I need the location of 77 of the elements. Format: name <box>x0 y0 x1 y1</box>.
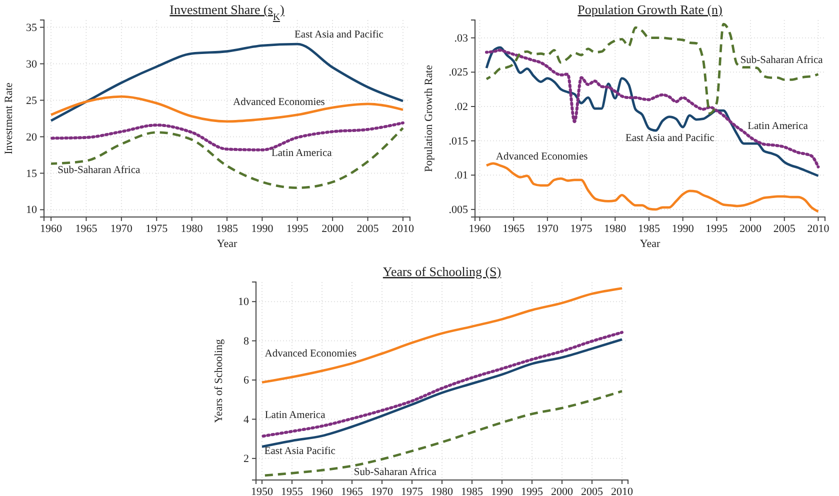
x-tick-label: 1965 <box>502 222 526 235</box>
x-tick-label: 2010 <box>611 486 634 496</box>
x-tick-label: 1970 <box>110 222 133 235</box>
series-label: Latin America <box>271 148 332 160</box>
x-tick-label: 1960 <box>311 486 334 496</box>
series-label: Sub-Saharan Africa <box>58 166 140 177</box>
x-tick-label: 2000 <box>740 222 762 235</box>
x-tick-label: 1950 <box>251 486 274 496</box>
series-label: East Asia Pacific <box>264 446 336 458</box>
y-tick-label: .03 <box>454 32 468 44</box>
x-tick-label: 1995 <box>286 222 309 235</box>
x-tick-label: 2010 <box>807 222 830 235</box>
y-tick-label: 10 <box>26 204 38 216</box>
x-tick-label: 2000 <box>551 486 574 496</box>
y-tick-label: .005 <box>448 204 468 216</box>
series-label: Advanced Economies <box>233 98 325 109</box>
x-tick-label: 1990 <box>491 486 514 496</box>
y-axis-title: Investment Rate <box>3 82 15 154</box>
y-tick-label: 6 <box>244 374 250 387</box>
y-tick-label: 2 <box>244 452 249 465</box>
y-axis-title: Population Growth Rate <box>423 64 435 172</box>
line-series <box>260 287 624 384</box>
x-tick-label: 2010 <box>392 222 414 235</box>
y-tick-label: .015 <box>448 135 468 148</box>
y-tick-label: 4 <box>244 414 250 426</box>
x-tick-label: 1960 <box>468 222 492 235</box>
series-label: East Asia and Pacific <box>294 30 384 41</box>
line-series <box>485 162 820 213</box>
x-axis-title: Year <box>216 238 238 250</box>
x-tick-label: 1965 <box>341 486 364 496</box>
x-tick-label: 1970 <box>536 222 559 235</box>
y-tick-label: 10 <box>238 296 250 308</box>
line-series <box>50 95 404 123</box>
y-tick-label: 35 <box>26 22 38 34</box>
x-tick-label: 2005 <box>581 486 604 496</box>
x-tick-label: 1985 <box>461 486 484 496</box>
chart-title: Investment Share (s$_{K}$) <box>170 2 284 22</box>
line-series <box>50 126 404 190</box>
x-tick-label: 1995 <box>521 486 544 496</box>
x-tick-label: 1955 <box>281 486 304 496</box>
x-tick-label: 1995 <box>706 222 728 235</box>
series-label: Latin America <box>748 122 808 133</box>
chart-title: Population Growth Rate (n) <box>578 2 722 17</box>
x-tick-label: 1965 <box>75 222 98 235</box>
x-tick-label: 1985 <box>638 222 660 235</box>
x-tick-label: 1975 <box>570 222 593 235</box>
series-label: Advanced Economies <box>496 152 588 163</box>
x-tick-label: 1990 <box>672 222 694 235</box>
series-label: East Asia and Pacific <box>625 133 715 144</box>
y-tick-label: .025 <box>448 66 468 79</box>
x-tick-label: 1980 <box>431 486 454 496</box>
y-tick-label: 30 <box>26 58 38 70</box>
line-series <box>50 42 404 122</box>
x-tick-label: 1980 <box>180 222 204 235</box>
x-tick-label: 1960 <box>40 222 63 235</box>
y-tick-label: 15 <box>26 168 38 180</box>
x-tick-label: 2000 <box>322 222 344 235</box>
y-tick-label: .01 <box>454 170 468 182</box>
y-tick-label: 20 <box>26 131 38 144</box>
x-tick-label: 1990 <box>251 222 274 235</box>
y-tick-label: 8 <box>244 335 250 348</box>
x-tick-label: 1970 <box>371 486 394 496</box>
y-axis-title: Years of Schooling <box>213 338 225 423</box>
x-tick-label: 2005 <box>356 222 380 235</box>
x-tick-label: 1975 <box>146 222 168 235</box>
x-tick-label: 1980 <box>604 222 627 235</box>
y-tick-label: .02 <box>454 101 468 114</box>
series-label: Latin America <box>264 410 326 422</box>
x-tick-label: 1975 <box>401 486 424 496</box>
y-tick-label: 25 <box>26 94 38 107</box>
series-label: Advanced Economies <box>264 348 357 360</box>
series-label: Sub-Saharan Africa <box>740 56 824 67</box>
x-tick-label: 1985 <box>216 222 238 235</box>
x-tick-label: 2005 <box>773 222 796 235</box>
series-label: Sub-Saharan Africa <box>354 467 437 478</box>
x-axis-title: Year <box>640 238 660 250</box>
chart-title: Years of Schooling (S) <box>382 264 502 279</box>
